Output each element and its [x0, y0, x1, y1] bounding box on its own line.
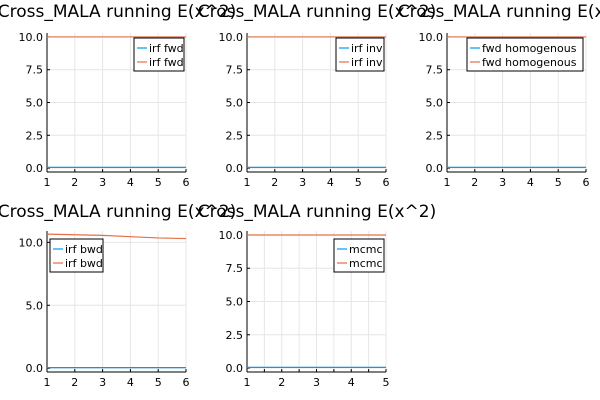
legend-box: [466, 37, 584, 72]
y-tick-label: 7.5: [226, 64, 244, 77]
y-tick-label: 7.5: [26, 64, 44, 77]
y-tick-label: 10.0: [219, 31, 244, 44]
legend-label: irf fwd: [149, 56, 184, 69]
x-tick-label: 2: [71, 176, 78, 189]
x-tick-label: 6: [183, 176, 190, 189]
legend-box: [49, 238, 104, 273]
y-tick-label: 7.5: [426, 64, 444, 77]
subplot-3: 1 2 3 4 5 6 0.0 2.5 5.0 7.5 10.0 fwd homogenousfwd …: [398, 2, 600, 189]
y-tick-label: 0.0: [226, 362, 244, 375]
legend-label: irf bwd: [65, 257, 103, 270]
y-tick-label: 10.0: [419, 31, 444, 44]
x-tick-label: 3: [299, 176, 306, 189]
x-tick-label: 3: [499, 176, 506, 189]
x-tick-label: 4: [527, 176, 534, 189]
legend-label: mcmc: [349, 257, 383, 270]
y-tick-label: 5.0: [226, 97, 244, 110]
y-tick-label: 2.5: [26, 129, 44, 142]
y-tick-label: 10.0: [19, 236, 44, 249]
chart-title: Cross_MALA running E(x^2): [398, 2, 600, 22]
y-tick-label: 10.0: [19, 31, 44, 44]
x-tick-label: 1: [444, 176, 451, 189]
y-tick-label: 0.0: [26, 362, 44, 375]
x-tick-label: 4: [348, 376, 355, 389]
y-tick-label: 0.0: [426, 162, 444, 175]
x-tick-label: 3: [99, 176, 106, 189]
x-tick-label: 6: [583, 176, 590, 189]
x-tick-label: 1: [244, 376, 251, 389]
chart-title: Cross_MALA running E(x^2): [198, 2, 436, 22]
chart-title: Cross_MALA running E(x^2): [0, 2, 236, 22]
x-tick-label: 1: [244, 176, 251, 189]
y-tick-label: 2.5: [426, 129, 444, 142]
y-tick-label: 2.5: [226, 329, 244, 342]
y-tick-label: 10.0: [219, 229, 244, 242]
legend-label: irf fwd: [149, 42, 184, 55]
x-tick-label: 1: [44, 176, 51, 189]
x-tick-label: 6: [383, 176, 390, 189]
y-tick-label: 2.5: [226, 129, 244, 142]
legend-box: [333, 238, 385, 273]
x-tick-label: 5: [383, 376, 390, 389]
y-tick-label: 5.0: [426, 97, 444, 110]
legend-label: irf inv: [351, 42, 383, 55]
legend-label: irf inv: [351, 56, 383, 69]
y-tick-label: 7.5: [226, 262, 244, 275]
x-tick-label: 5: [155, 376, 162, 389]
legend-box: [133, 37, 185, 72]
x-tick-label: 2: [278, 376, 285, 389]
chart-title: Cross_MALA running E(x^2): [0, 202, 236, 222]
x-tick-label: 2: [271, 176, 278, 189]
legend-label: mcmc: [349, 243, 383, 256]
x-tick-label: 4: [127, 176, 134, 189]
chart-title: Cross_MALA running E(x^2): [198, 202, 436, 222]
x-tick-label: 4: [327, 176, 334, 189]
y-tick-label: 5.0: [226, 296, 244, 309]
y-tick-label: 0.0: [226, 162, 244, 175]
legend-label: fwd homogenous: [482, 42, 577, 55]
y-tick-label: 5.0: [26, 97, 44, 110]
y-tick-label: 5.0: [26, 299, 44, 312]
x-tick-label: 2: [71, 376, 78, 389]
x-tick-label: 6: [183, 376, 190, 389]
x-tick-label: 3: [99, 376, 106, 389]
legend-box: [335, 37, 385, 72]
x-tick-label: 3: [313, 376, 320, 389]
legend-label: irf bwd: [65, 243, 103, 256]
x-tick-label: 1: [44, 376, 51, 389]
legend-label: fwd homogenous: [482, 56, 577, 69]
y-tick-label: 0.0: [26, 162, 44, 175]
x-tick-label: 5: [155, 176, 162, 189]
x-tick-label: 2: [471, 176, 478, 189]
x-tick-label: 5: [555, 176, 562, 189]
series-line-2: [46, 233, 187, 240]
x-tick-label: 4: [127, 376, 134, 389]
x-tick-label: 5: [355, 176, 362, 189]
